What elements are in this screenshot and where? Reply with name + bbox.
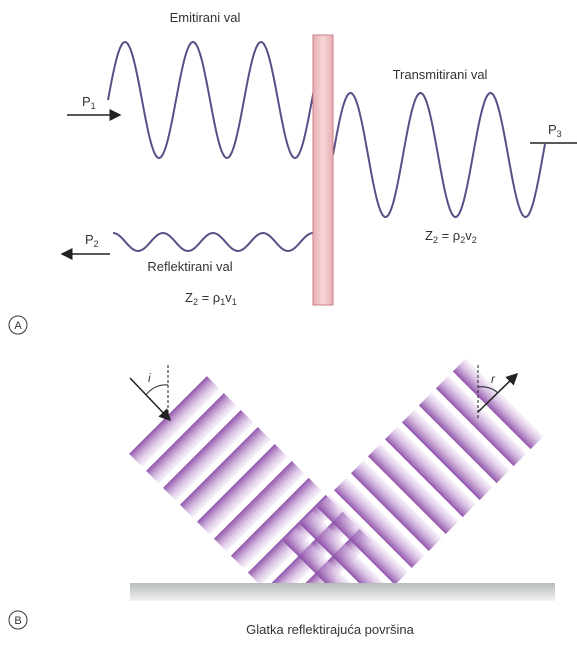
wave-front: [146, 393, 237, 484]
panel-b-letter: B: [14, 615, 21, 627]
p1-label: P1: [82, 94, 96, 111]
subscript: 2: [193, 297, 198, 307]
beam: [283, 358, 544, 583]
wave-front: [384, 426, 476, 518]
angle-i: i: [148, 371, 151, 385]
panel-b-badge: [8, 610, 28, 630]
reflected-label: Reflektirani val: [147, 259, 232, 274]
wave-front: [180, 427, 271, 518]
wave-front: [418, 392, 510, 484]
reflected-impedance: Z2 = ρ1v1: [185, 290, 237, 307]
formula-part: v: [225, 290, 232, 305]
emitted-wave: [107, 40, 315, 160]
transmitted-impedance: Z2 = ρ2v2: [425, 228, 477, 245]
emitted-label: Emitirani val: [170, 10, 241, 25]
wave-front: [163, 410, 254, 501]
p3-label: P3: [548, 122, 562, 139]
wave-front: [283, 528, 374, 583]
wave-front: [230, 477, 322, 569]
beams: [129, 358, 544, 583]
wave-front: [452, 358, 544, 450]
wave-front: [334, 477, 425, 568]
interface: [312, 34, 334, 306]
wave-front: [213, 460, 305, 552]
angle-r-arc: [477, 386, 499, 394]
angle-i-arc: [145, 384, 169, 396]
wave-front: [435, 375, 527, 467]
subscript: 2: [472, 235, 477, 245]
formula-part: Z: [185, 290, 193, 305]
incident-arrow: [129, 377, 172, 422]
subscript: 2: [433, 235, 438, 245]
formula-part: Z: [425, 228, 433, 243]
surface: [130, 583, 555, 601]
wave-front: [367, 443, 459, 535]
subscript: 2: [460, 235, 465, 245]
formula-part: = ρ: [198, 290, 220, 305]
wave-front: [129, 376, 220, 467]
panel-a-letter: A: [14, 320, 22, 332]
formula-part: v: [465, 228, 472, 243]
formula-part: = ρ: [438, 228, 460, 243]
reflected-wave: [112, 231, 314, 253]
transmitted-label: Transmitirani val: [393, 67, 488, 82]
surface-label: Glatka reflektirajuća površina: [246, 622, 414, 637]
transmitted-wave: [332, 92, 546, 218]
wave-front: [401, 409, 493, 501]
p2-label: P2: [85, 232, 99, 249]
wave-front: [196, 443, 288, 535]
subscript: 1: [220, 297, 225, 307]
panel-a-badge: [8, 315, 28, 335]
subscript: 1: [232, 297, 237, 307]
wave-front: [300, 511, 391, 583]
angle-r: r: [491, 372, 496, 386]
wave-front: [317, 494, 408, 583]
wave-front: [350, 460, 442, 552]
